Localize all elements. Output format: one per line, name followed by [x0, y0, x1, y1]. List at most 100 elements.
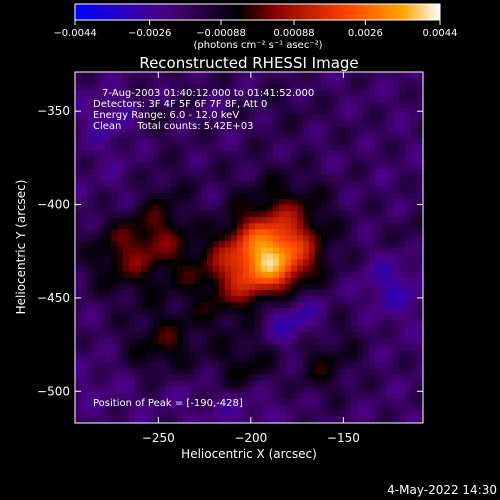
heatmap-cell	[369, 96, 376, 103]
heatmap-cell	[363, 344, 370, 351]
heatmap-cell	[375, 344, 382, 351]
heatmap-cell	[315, 356, 322, 364]
heatmap-cell	[93, 114, 100, 122]
heatmap-cell	[279, 168, 286, 176]
heatmap-cell	[99, 326, 106, 333]
heatmap-cell	[261, 295, 268, 303]
heatmap-cell	[375, 217, 382, 224]
heatmap-cell	[201, 174, 208, 182]
heatmap-cell	[357, 362, 364, 370]
heatmap-cell	[219, 78, 226, 85]
heatmap-cell	[75, 193, 82, 200]
heatmap-cell	[123, 314, 130, 321]
heatmap-cell	[177, 295, 184, 303]
heatmap-cell	[339, 108, 346, 115]
heatmap-cell	[195, 314, 202, 321]
heatmap-cell	[153, 114, 160, 122]
heatmap-cell	[243, 235, 250, 243]
heatmap-cell	[165, 126, 172, 134]
heatmap-cell	[177, 308, 184, 315]
heatmap-cell	[105, 344, 112, 351]
heatmap-cell	[309, 277, 316, 285]
heatmap-cell	[87, 301, 94, 309]
heatmap-cell	[237, 392, 244, 400]
heatmap-cell	[249, 90, 256, 97]
heatmap-cell	[147, 283, 154, 291]
heatmap-cell	[357, 404, 364, 412]
heatmap-cell	[417, 193, 423, 200]
heatmap-cell	[327, 138, 334, 146]
heatmap-cell	[153, 174, 160, 182]
heatmap-cell	[399, 289, 406, 297]
heatmap-cell	[357, 410, 364, 418]
heatmap-cell	[363, 416, 370, 423]
heatmap-cell	[369, 271, 376, 279]
heatmap-cell	[237, 138, 244, 146]
heatmap-cell	[309, 126, 316, 134]
heatmap-cell	[393, 265, 400, 273]
heatmap-cell	[417, 283, 423, 291]
heatmap-cell	[381, 356, 388, 364]
heatmap-cell	[231, 162, 238, 170]
heatmap-cell	[369, 374, 376, 382]
heatmap-cell	[195, 132, 202, 140]
heatmap-cell	[375, 277, 382, 285]
heatmap-cell	[183, 235, 190, 243]
heatmap-cell	[105, 211, 112, 218]
heatmap-cell	[381, 283, 388, 291]
heatmap-cell	[129, 205, 136, 212]
heatmap-cell	[99, 168, 106, 176]
heatmap-cell	[189, 168, 196, 176]
heatmap-cell	[285, 289, 292, 297]
heatmap-cell	[381, 308, 388, 315]
heatmap-cell	[351, 84, 358, 91]
heatmap-cell	[237, 180, 244, 188]
heatmap-cell	[147, 138, 154, 146]
heatmap-cell	[261, 326, 268, 333]
heatmap-cell	[303, 301, 310, 309]
heatmap-cell	[213, 156, 220, 164]
heatmap-cell	[291, 362, 298, 370]
heatmap-cell	[333, 392, 340, 400]
heatmap-cell	[327, 174, 334, 182]
heatmap-cell	[333, 350, 340, 358]
heatmap-cell	[75, 332, 82, 339]
heatmap-cell	[159, 386, 166, 394]
heatmap-cell	[345, 229, 352, 236]
heatmap-cell	[153, 168, 160, 176]
heatmap-cell	[123, 350, 130, 358]
heatmap-cell	[93, 193, 100, 200]
heatmap-cell	[189, 217, 196, 224]
heatmap-cell	[399, 114, 406, 122]
heatmap-cell	[261, 120, 268, 128]
heatmap-cell	[189, 404, 196, 412]
heatmap-cell	[393, 229, 400, 236]
heatmap-cell	[399, 362, 406, 370]
heatmap-cell	[171, 314, 178, 321]
heatmap-cell	[261, 180, 268, 188]
heatmap-cell	[393, 223, 400, 230]
heatmap-cell	[225, 96, 232, 103]
heatmap-cell	[333, 368, 340, 376]
heatmap-cell	[177, 392, 184, 400]
heatmap-cell	[315, 120, 322, 128]
heatmap-cell	[303, 150, 310, 158]
heatmap-cell	[303, 283, 310, 291]
heatmap-cell	[207, 162, 214, 170]
heatmap-cell	[195, 174, 202, 182]
heatmap-cell	[291, 332, 298, 339]
heatmap-cell	[225, 308, 232, 315]
heatmap-cell	[387, 356, 394, 364]
heatmap-cell	[147, 199, 154, 206]
heatmap-cell	[135, 283, 142, 291]
heatmap-cell	[243, 174, 250, 182]
heatmap-cell	[405, 241, 412, 249]
heatmap-cell	[291, 235, 298, 243]
heatmap-cell	[81, 326, 88, 333]
heatmap-cell	[111, 392, 118, 400]
heatmap-cell	[333, 162, 340, 170]
heatmap-cell	[315, 404, 322, 412]
heatmap-cell	[165, 380, 172, 388]
heatmap-cell	[345, 332, 352, 339]
heatmap-cell	[183, 289, 190, 297]
